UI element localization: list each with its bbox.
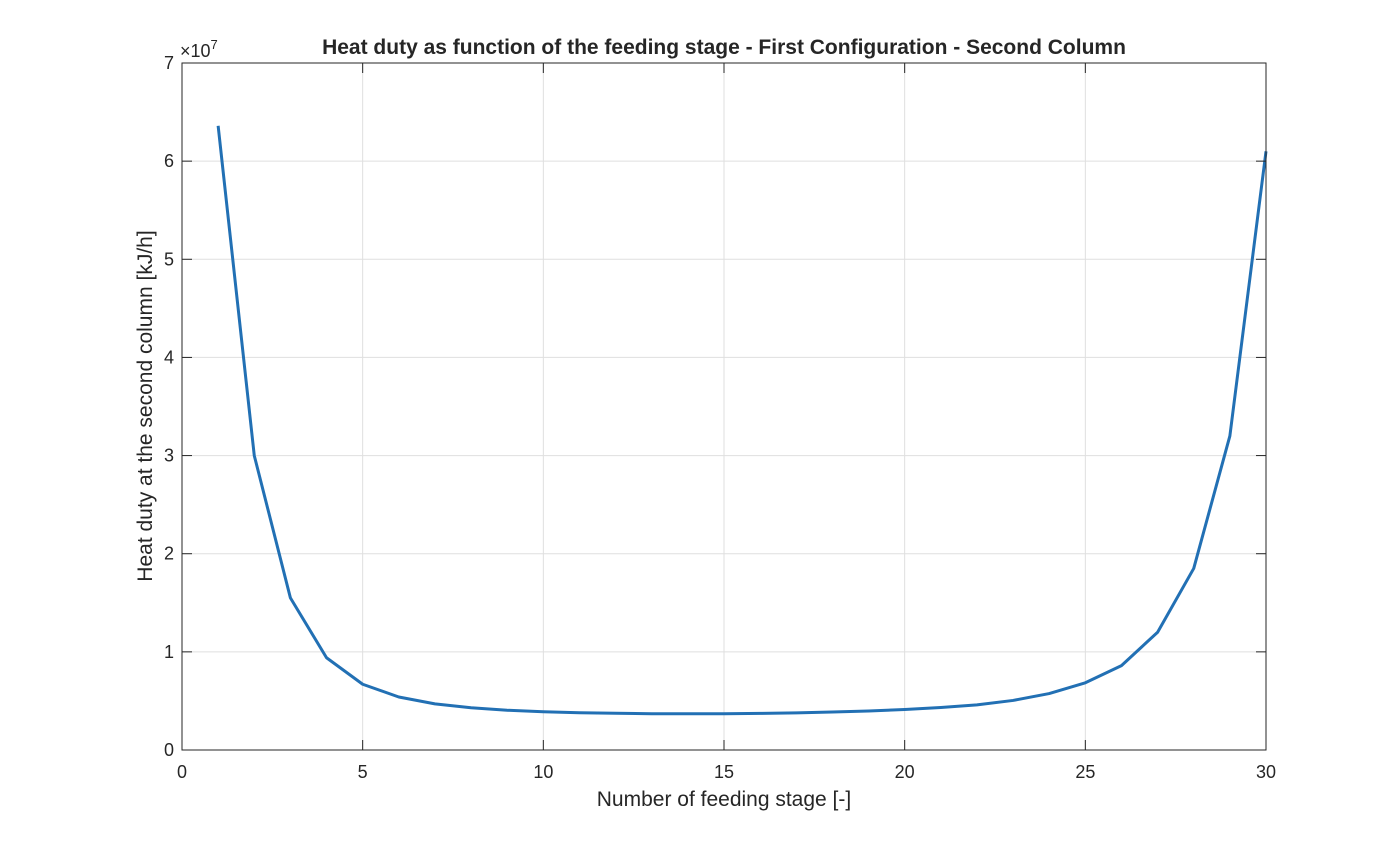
x-tick-label: 10: [533, 762, 553, 782]
y-axis-exponent: ×107: [180, 37, 218, 61]
x-axis-label: Number of feeding stage [-]: [597, 788, 851, 811]
y-axis-label: Heat duty at the second column [kJ/h]: [134, 230, 157, 581]
y-tick-label: 3: [164, 446, 174, 466]
series-layer: [216, 125, 1268, 716]
x-tick-label: 15: [714, 762, 734, 782]
y-tick-label: 2: [164, 544, 174, 564]
x-axis-ticks: [181, 63, 1267, 750]
x-tick-label: 0: [177, 762, 187, 782]
x-tick-labels: 0 5 10 15 20 25 30: [177, 762, 1276, 782]
x-grid-lines: [362, 63, 1086, 750]
chart-title: Heat duty as function of the feeding sta…: [322, 36, 1126, 59]
x-tick-label: 25: [1075, 762, 1095, 782]
y-tick-labels: 0 1 2 3 4 5 6 7: [164, 53, 174, 760]
y-grid-lines: [182, 160, 1266, 653]
y-axis-exponent-base: ×10: [180, 41, 211, 61]
y-tick-label: 6: [164, 151, 174, 171]
x-tick-label: 5: [358, 762, 368, 782]
y-tick-label: 7: [164, 53, 174, 73]
series-line: [216, 125, 1268, 716]
y-axis-ticks: [182, 62, 1266, 751]
y-tick-label: 0: [164, 740, 174, 760]
y-tick-label: 4: [164, 347, 174, 367]
y-axis-exponent-power: 7: [211, 37, 218, 52]
x-tick-label: 20: [895, 762, 915, 782]
y-tick-label: 1: [164, 642, 174, 662]
y-tick-label: 5: [164, 249, 174, 269]
x-tick-label: 30: [1256, 762, 1276, 782]
